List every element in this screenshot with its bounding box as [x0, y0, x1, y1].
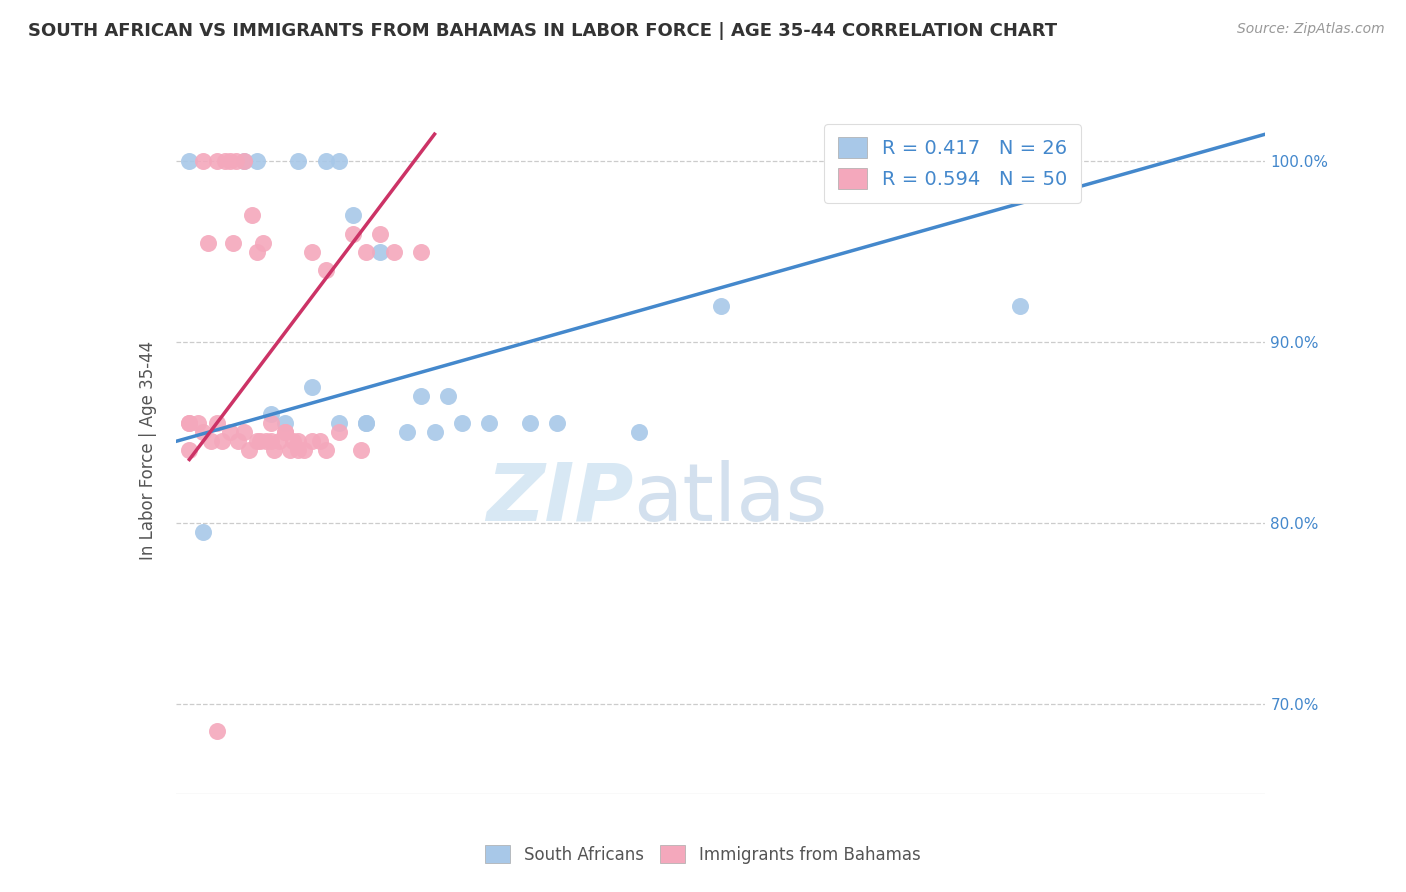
Point — [249, 434, 271, 449]
Point — [219, 425, 242, 440]
Point — [342, 209, 364, 223]
Point — [287, 443, 309, 458]
Text: Source: ZipAtlas.com: Source: ZipAtlas.com — [1237, 22, 1385, 37]
Point — [368, 227, 391, 241]
Point — [240, 209, 263, 223]
Point — [382, 244, 405, 259]
Point — [205, 154, 228, 169]
Point — [309, 434, 332, 449]
Text: SOUTH AFRICAN VS IMMIGRANTS FROM BAHAMAS IN LABOR FORCE | AGE 35-44 CORRELATION : SOUTH AFRICAN VS IMMIGRANTS FROM BAHAMAS… — [28, 22, 1057, 40]
Point — [315, 262, 337, 277]
Point — [238, 443, 260, 458]
Point — [214, 154, 236, 169]
Point — [260, 417, 283, 431]
Point — [287, 434, 309, 449]
Point — [287, 154, 309, 169]
Point — [396, 425, 419, 440]
Point — [274, 425, 297, 440]
Point — [191, 425, 214, 440]
Point — [222, 235, 245, 250]
Point — [278, 443, 301, 458]
Point — [225, 154, 247, 169]
Y-axis label: In Labor Force | Age 35-44: In Labor Force | Age 35-44 — [139, 341, 157, 560]
Point — [315, 443, 337, 458]
Point — [350, 443, 373, 458]
Point — [205, 723, 228, 738]
Point — [292, 443, 315, 458]
Point — [200, 434, 222, 449]
Point — [356, 417, 378, 431]
Point — [252, 235, 274, 250]
Point — [191, 154, 214, 169]
Point — [179, 417, 201, 431]
Text: atlas: atlas — [633, 459, 828, 538]
Point — [232, 154, 254, 169]
Point — [219, 154, 242, 169]
Point — [179, 154, 201, 169]
Point — [232, 425, 254, 440]
Point — [179, 417, 201, 431]
Point — [315, 154, 337, 169]
Point — [260, 434, 283, 449]
Point — [260, 407, 283, 421]
Point — [328, 425, 350, 440]
Point — [409, 244, 432, 259]
Point — [546, 417, 568, 431]
Point — [186, 417, 209, 431]
Point — [1010, 299, 1032, 313]
Point — [281, 434, 304, 449]
Point — [246, 434, 269, 449]
Point — [356, 244, 378, 259]
Point — [191, 524, 214, 539]
Point — [228, 434, 250, 449]
Point — [301, 380, 323, 394]
Legend: South Africans, Immigrants from Bahamas: South Africans, Immigrants from Bahamas — [479, 838, 927, 871]
Point — [205, 417, 228, 431]
Point — [254, 434, 277, 449]
Point — [437, 389, 460, 403]
Point — [519, 417, 541, 431]
Point — [328, 154, 350, 169]
Point — [179, 443, 201, 458]
Point — [356, 417, 378, 431]
Point — [627, 425, 650, 440]
Legend: R = 0.417   N = 26, R = 0.594   N = 50: R = 0.417 N = 26, R = 0.594 N = 50 — [824, 124, 1081, 203]
Point — [710, 299, 733, 313]
Text: ZIP: ZIP — [486, 459, 633, 538]
Point — [301, 244, 323, 259]
Point — [328, 417, 350, 431]
Point — [368, 244, 391, 259]
Point — [274, 417, 297, 431]
Point — [211, 434, 233, 449]
Point — [232, 154, 254, 169]
Point — [246, 244, 269, 259]
Point — [450, 417, 472, 431]
Point — [409, 389, 432, 403]
Point — [263, 443, 285, 458]
Point — [301, 434, 323, 449]
Point — [423, 425, 446, 440]
Point — [342, 227, 364, 241]
Point — [274, 425, 297, 440]
Point — [246, 154, 269, 169]
Point — [197, 235, 219, 250]
Point — [269, 434, 291, 449]
Point — [478, 417, 501, 431]
